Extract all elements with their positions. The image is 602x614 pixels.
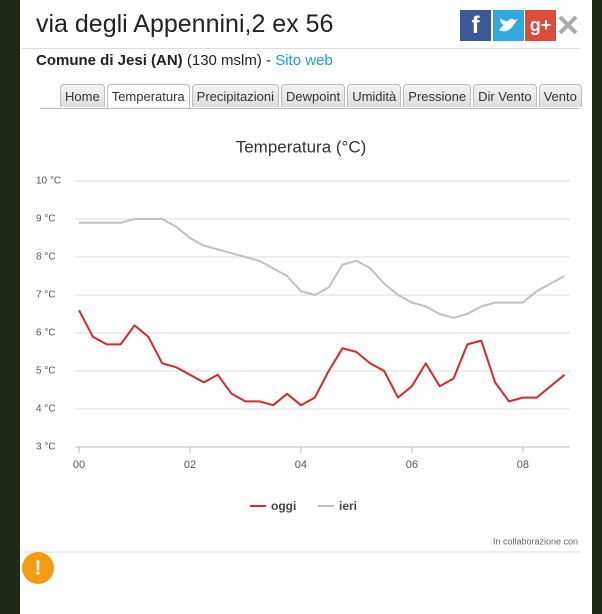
separator: [22, 48, 580, 49]
alert-text: !: [35, 557, 42, 579]
legend-label: ieri: [339, 499, 357, 513]
tab[interactable]: Precipitazioni: [191, 84, 279, 107]
x-tick-label: 04: [295, 459, 307, 471]
y-tick-label: 9 °C: [36, 214, 56, 225]
popup-title: via degli Appennini,2 ex 56: [36, 10, 334, 38]
credit: In collaborazione con: [493, 536, 578, 546]
tab[interactable]: Pressione: [403, 84, 472, 107]
location: Comune di Jesi (AN): [36, 52, 183, 69]
tab[interactable]: Home: [60, 84, 105, 107]
tab-line: [40, 108, 580, 109]
tab[interactable]: Temperatura: [106, 84, 190, 109]
altitude: (130 mslm) -: [186, 52, 272, 69]
tabs: Home Temperatura Precipitazioni Dewpoint Umi…: [60, 84, 582, 109]
x-tick-label: 08: [517, 459, 529, 471]
y-tick-label: 4 °C: [36, 404, 56, 415]
tab[interactable]: Vento: [538, 84, 582, 107]
facebook-button[interactable]: f: [460, 10, 491, 41]
x-tick-label: 06: [406, 459, 418, 471]
y-tick-label: 3 °C: [36, 442, 56, 453]
chart-title: Temperatura (°C): [236, 137, 367, 156]
site-link[interactable]: Sito web: [275, 52, 333, 69]
twitter-button[interactable]: [493, 10, 524, 41]
y-tick-label: 5 °C: [36, 366, 56, 377]
x-tick-label: 00: [73, 459, 85, 471]
popup: via degli Appennini,2 ex 56 f g+ Comune …: [20, 0, 592, 614]
legend-label: oggi: [271, 499, 296, 513]
tab[interactable]: Umidità: [347, 84, 402, 107]
close-button[interactable]: [557, 14, 579, 36]
google-button[interactable]: g+: [525, 10, 556, 41]
alert-icon[interactable]: [22, 552, 54, 584]
y-tick-label: 7 °C: [36, 290, 56, 301]
series-line: [78, 309, 566, 407]
y-tick-label: 10 °C: [36, 176, 61, 187]
tab[interactable]: Dir Vento: [473, 84, 537, 107]
y-tick-label: 6 °C: [36, 328, 56, 339]
subtitle: Comune di Jesi (AN) (130 mslm) - Sito we…: [36, 52, 333, 69]
tab[interactable]: Dewpoint: [281, 84, 346, 107]
y-tick-label: 8 °C: [36, 252, 56, 263]
x-tick-label: 02: [184, 459, 196, 471]
series-line: [79, 218, 565, 319]
